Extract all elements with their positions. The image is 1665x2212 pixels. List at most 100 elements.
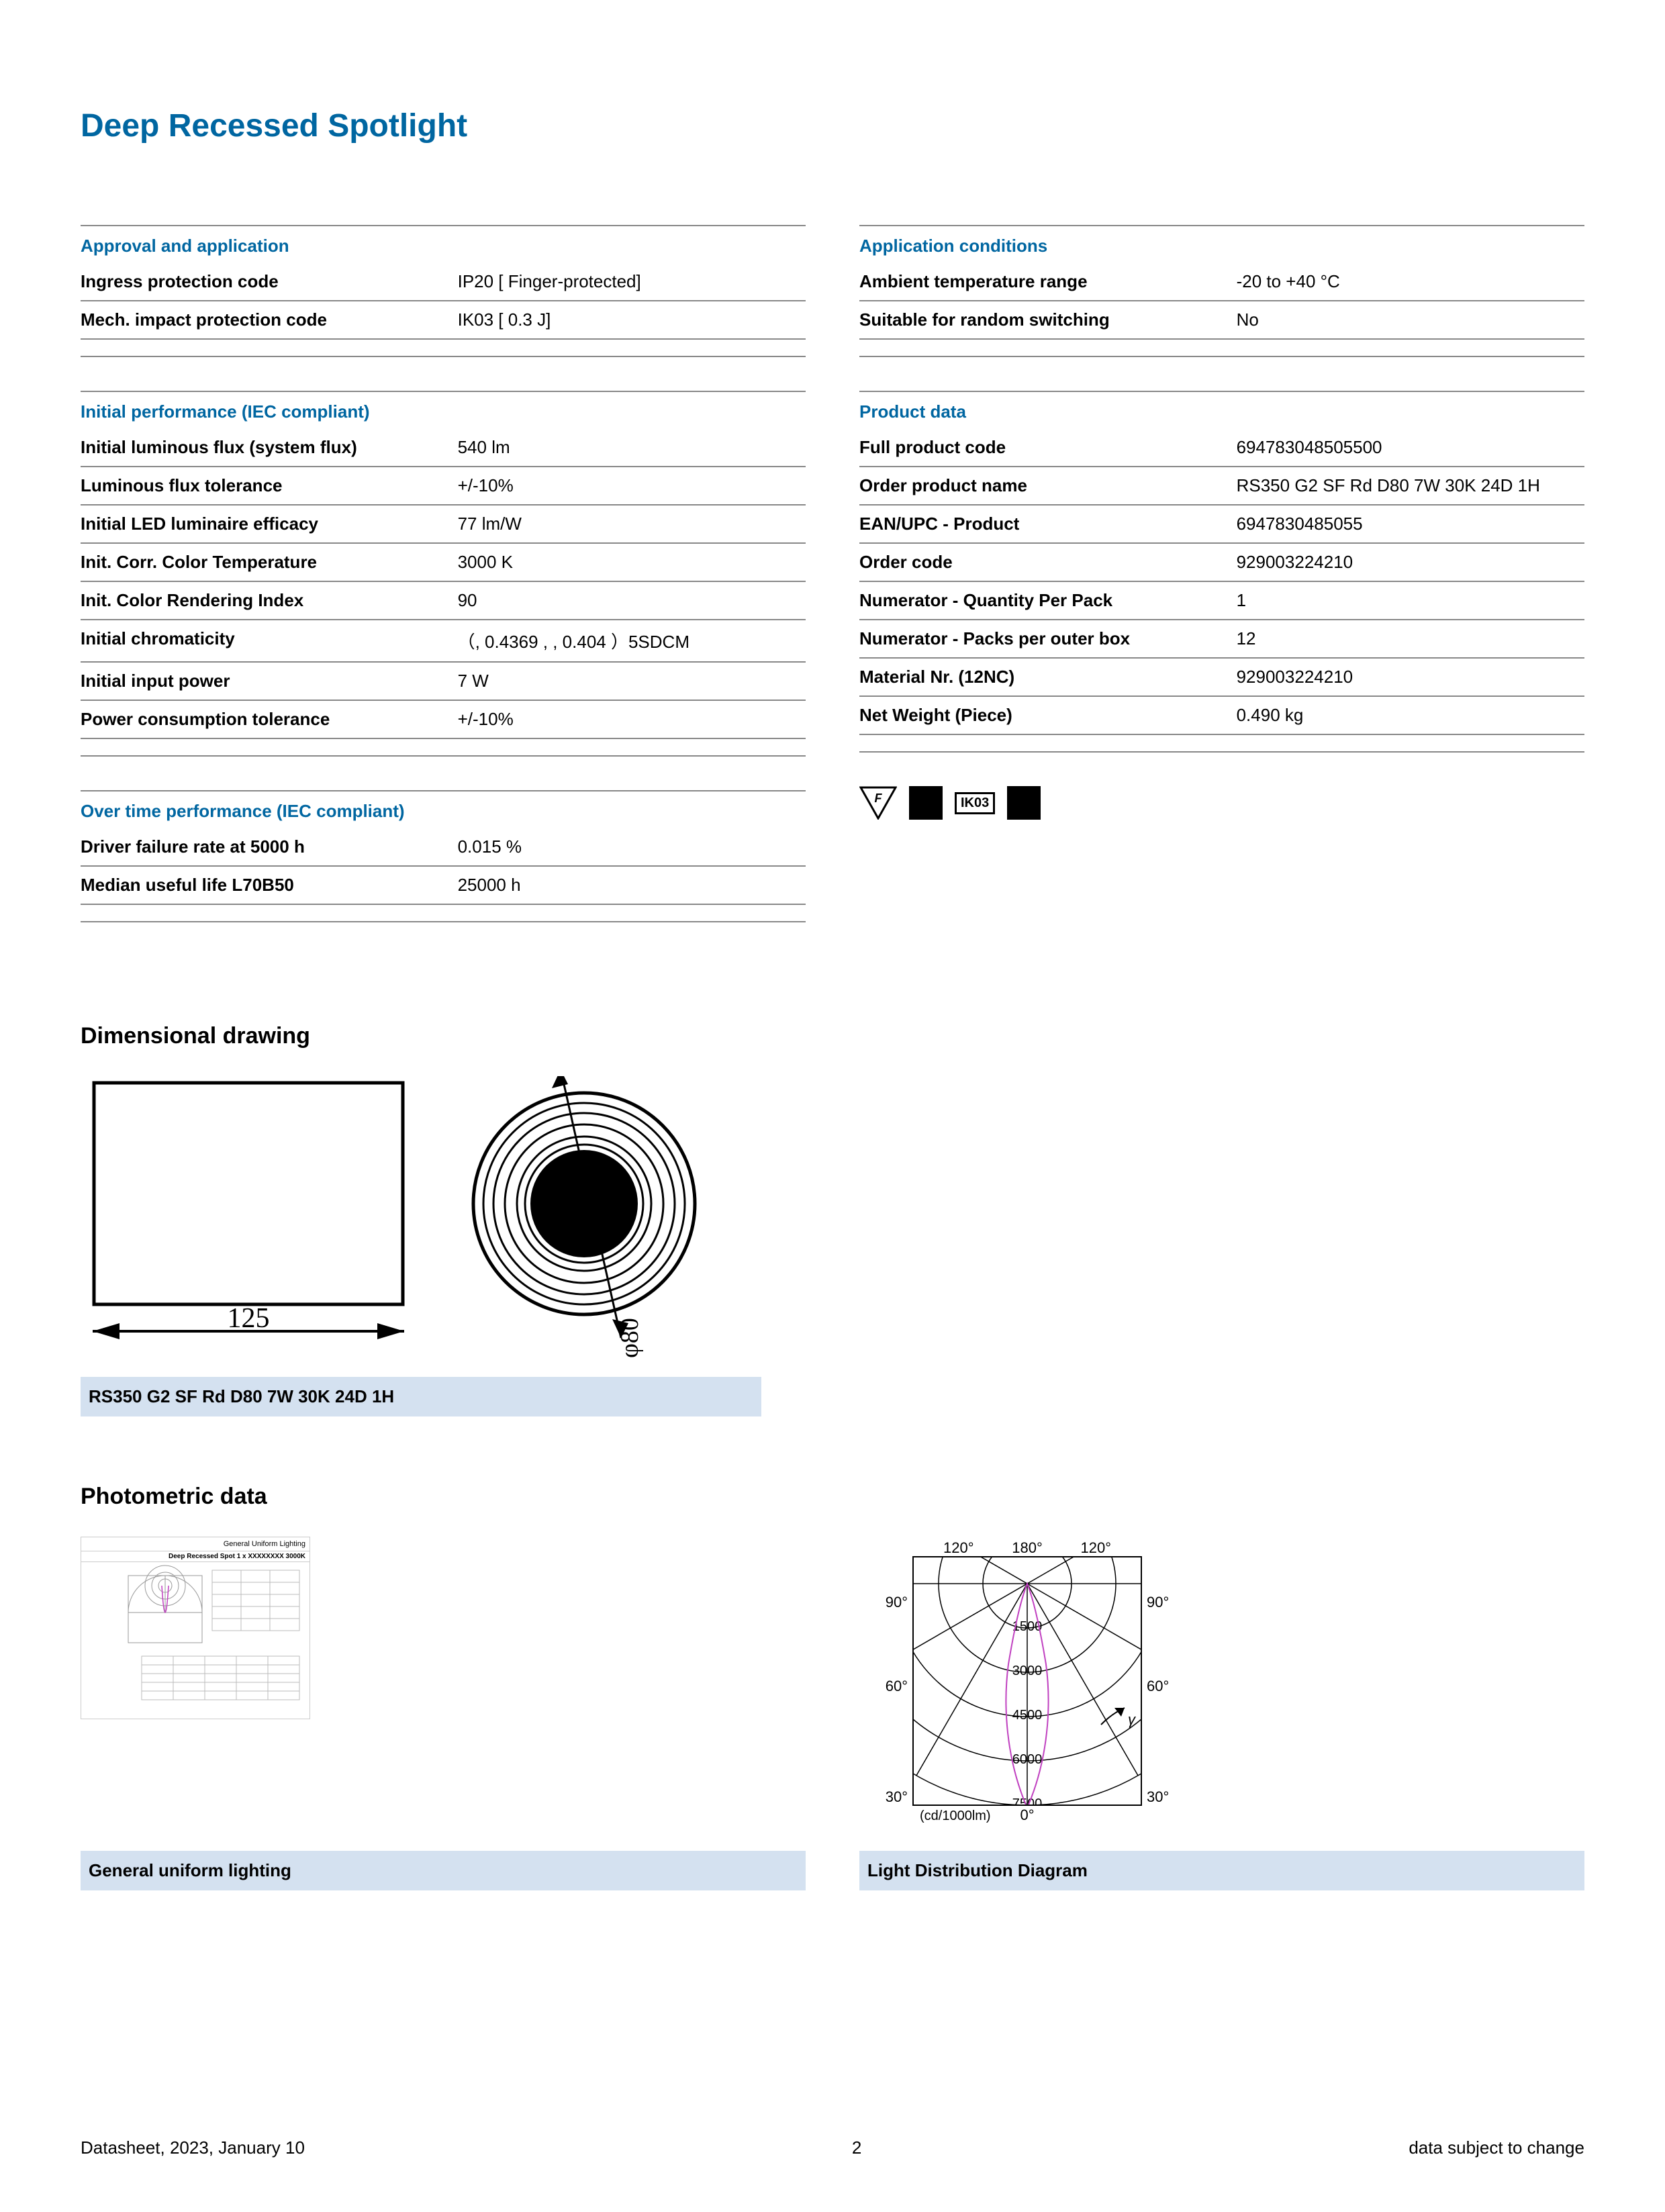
spec-row: Order product nameRS350 G2 SF Rd D80 7W …: [859, 467, 1584, 506]
spec-label: Order code: [859, 552, 1237, 573]
spec-value: -20 to +40 °C: [1237, 271, 1584, 292]
spec-value: 0.015 %: [458, 836, 806, 857]
spec-label: Ambient temperature range: [859, 271, 1237, 292]
page-title: Deep Recessed Spotlight: [81, 107, 1584, 144]
section-header: Product data: [859, 391, 1584, 429]
spec-row: Luminous flux tolerance+/-10%: [81, 467, 806, 506]
section-product-data: Product data Full product code6947830485…: [859, 391, 1584, 753]
spec-value: RS350 G2 SF Rd D80 7W 30K 24D 1H: [1237, 475, 1584, 496]
spec-value: No: [1237, 309, 1584, 330]
svg-text:30°: 30°: [1147, 1788, 1169, 1805]
footer-page-number: 2: [852, 2137, 861, 2158]
svg-text:γ: γ: [1128, 1711, 1137, 1728]
svg-text:90°: 90°: [886, 1594, 908, 1610]
svg-text:120°: 120°: [1080, 1539, 1111, 1556]
svg-text:F: F: [875, 791, 883, 805]
spec-value: 25000 h: [458, 875, 806, 896]
spec-value: 12: [1237, 628, 1584, 649]
spec-value: 694783048505500: [1237, 437, 1584, 458]
spec-value: IK03 [ 0.3 J]: [458, 309, 806, 330]
spec-label: Initial input power: [81, 671, 458, 691]
spec-columns: Approval and application Ingress protect…: [81, 225, 1584, 956]
photometric-heading: Photometric data: [81, 1484, 1584, 1510]
svg-text:6000: 6000: [1012, 1752, 1043, 1767]
certification-badges: F IK03: [859, 786, 1584, 820]
spec-label: Numerator - Quantity Per Pack: [859, 590, 1237, 611]
spec-row: Order code929003224210: [859, 544, 1584, 582]
spec-label: Ingress protection code: [81, 271, 458, 292]
spec-label: Numerator - Packs per outer box: [859, 628, 1237, 649]
section-header: Application conditions: [859, 225, 1584, 263]
spec-label: Initial LED luminaire efficacy: [81, 514, 458, 534]
spec-label: Init. Color Rendering Index: [81, 590, 458, 611]
spec-row: Mech. impact protection code IK03 [ 0.3 …: [81, 301, 806, 340]
spec-row: Initial input power7 W: [81, 663, 806, 701]
black-square-icon: [909, 786, 943, 820]
photometric-right: 1500 3000 4500 6000 7500 γ: [859, 1537, 1584, 1890]
front-view-drawing: φ80: [457, 1076, 739, 1372]
spec-value: 7 W: [458, 671, 806, 691]
spec-value: 90: [458, 590, 806, 611]
spec-row: Init. Color Rendering Index90: [81, 582, 806, 620]
footer-right: data subject to change: [1409, 2137, 1584, 2158]
svg-text:60°: 60°: [1147, 1678, 1169, 1694]
f-mark-icon: F: [859, 786, 897, 820]
svg-text:120°: 120°: [943, 1539, 974, 1556]
spec-label: Driver failure rate at 5000 h: [81, 836, 458, 857]
svg-text:φ80: φ80: [616, 1318, 644, 1358]
spec-value: +/-10%: [458, 709, 806, 730]
black-square-icon: [1007, 786, 1041, 820]
spec-row: Full product code694783048505500: [859, 429, 1584, 467]
spec-label: Full product code: [859, 437, 1237, 458]
left-column: Approval and application Ingress protect…: [81, 225, 806, 956]
polar-diagram: 1500 3000 4500 6000 7500 γ: [859, 1537, 1195, 1845]
spec-value: 0.490 kg: [1237, 705, 1584, 726]
svg-text:(cd/1000lm): (cd/1000lm): [920, 1809, 991, 1823]
spec-label: Median useful life L70B50: [81, 875, 458, 896]
spec-value: 540 lm: [458, 437, 806, 458]
svg-text:60°: 60°: [886, 1678, 908, 1694]
svg-text:4500: 4500: [1012, 1708, 1043, 1723]
spec-row: Init. Corr. Color Temperature3000 K: [81, 544, 806, 582]
section-approval: Approval and application Ingress protect…: [81, 225, 806, 357]
spec-row: Initial chromaticity（, 0.4369 , , 0.404 …: [81, 620, 806, 663]
dimensional-heading: Dimensional drawing: [81, 1023, 1584, 1049]
section-header: Approval and application: [81, 225, 806, 263]
spec-label: Power consumption tolerance: [81, 709, 458, 730]
svg-text:180°: 180°: [1012, 1539, 1043, 1556]
section-header: Over time performance (IEC compliant): [81, 790, 806, 828]
section-initial-perf: Initial performance (IEC compliant) Init…: [81, 391, 806, 757]
spec-label: Luminous flux tolerance: [81, 475, 458, 496]
spec-row: Numerator - Quantity Per Pack1: [859, 582, 1584, 620]
ik-badge: IK03: [955, 792, 995, 814]
spec-row: Ambient temperature range-20 to +40 °C: [859, 263, 1584, 301]
spec-label: EAN/UPC - Product: [859, 514, 1237, 534]
right-column: Application conditions Ambient temperatu…: [859, 225, 1584, 956]
svg-text:30°: 30°: [886, 1788, 908, 1805]
photometric-left: General Uniform Lighting Deep Recessed S…: [81, 1537, 806, 1890]
spec-row: Ingress protection code IP20 [ Finger-pr…: [81, 263, 806, 301]
spec-label: Initial luminous flux (system flux): [81, 437, 458, 458]
spec-value: （, 0.4369 , , 0.404 ）5SDCM: [458, 628, 806, 653]
spec-row: Initial LED luminaire efficacy77 lm/W: [81, 506, 806, 544]
spec-value: 3000 K: [458, 552, 806, 573]
spec-label: Suitable for random switching: [859, 309, 1237, 330]
spec-value: 929003224210: [1237, 667, 1584, 687]
side-view-drawing: 125: [81, 1076, 416, 1358]
spec-value: 1: [1237, 590, 1584, 611]
spec-label: Material Nr. (12NC): [859, 667, 1237, 687]
spec-row: Material Nr. (12NC)929003224210: [859, 659, 1584, 697]
spec-value: 6947830485055: [1237, 514, 1584, 534]
spec-value: 929003224210: [1237, 552, 1584, 573]
spec-row: Suitable for random switchingNo: [859, 301, 1584, 340]
spec-row: Driver failure rate at 5000 h0.015 %: [81, 828, 806, 867]
svg-text:90°: 90°: [1147, 1594, 1169, 1610]
spec-row: Median useful life L70B5025000 h: [81, 867, 806, 905]
page-footer: Datasheet, 2023, January 10 2 data subje…: [81, 2137, 1584, 2158]
spec-label: Initial chromaticity: [81, 628, 458, 653]
spec-label: Mech. impact protection code: [81, 309, 458, 330]
spec-label: Init. Corr. Color Temperature: [81, 552, 458, 573]
section-application-conditions: Application conditions Ambient temperatu…: [859, 225, 1584, 357]
photometric-row: General Uniform Lighting Deep Recessed S…: [81, 1537, 1584, 1890]
spec-value: 77 lm/W: [458, 514, 806, 534]
